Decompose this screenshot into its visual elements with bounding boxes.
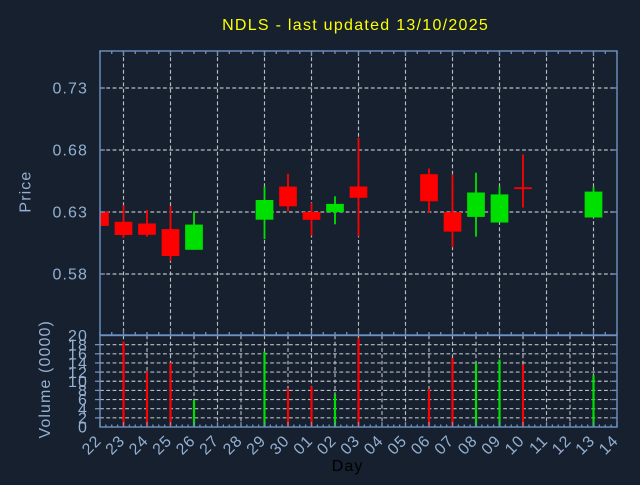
svg-text:Day: Day: [332, 458, 364, 475]
svg-text:Volume (0000): Volume (0000): [37, 320, 54, 438]
svg-text:18: 18: [68, 337, 88, 354]
svg-text:Price: Price: [18, 171, 35, 213]
svg-text:0.73: 0.73: [52, 81, 88, 98]
svg-text:0.63: 0.63: [52, 205, 88, 222]
svg-text:8: 8: [78, 383, 88, 400]
svg-text:NDLS - last updated 13/10/2025: NDLS - last updated 13/10/2025: [222, 17, 489, 34]
svg-text:2: 2: [78, 411, 88, 428]
svg-text:14: 14: [68, 356, 88, 373]
svg-text:6: 6: [78, 392, 88, 409]
svg-text:0: 0: [78, 420, 88, 437]
svg-text:0.58: 0.58: [52, 267, 88, 284]
svg-text:10: 10: [68, 374, 88, 391]
svg-text:4: 4: [78, 401, 88, 418]
svg-text:12: 12: [68, 365, 88, 382]
svg-text:16: 16: [68, 347, 88, 364]
svg-text:0.68: 0.68: [52, 143, 88, 160]
svg-text:20: 20: [68, 328, 88, 345]
